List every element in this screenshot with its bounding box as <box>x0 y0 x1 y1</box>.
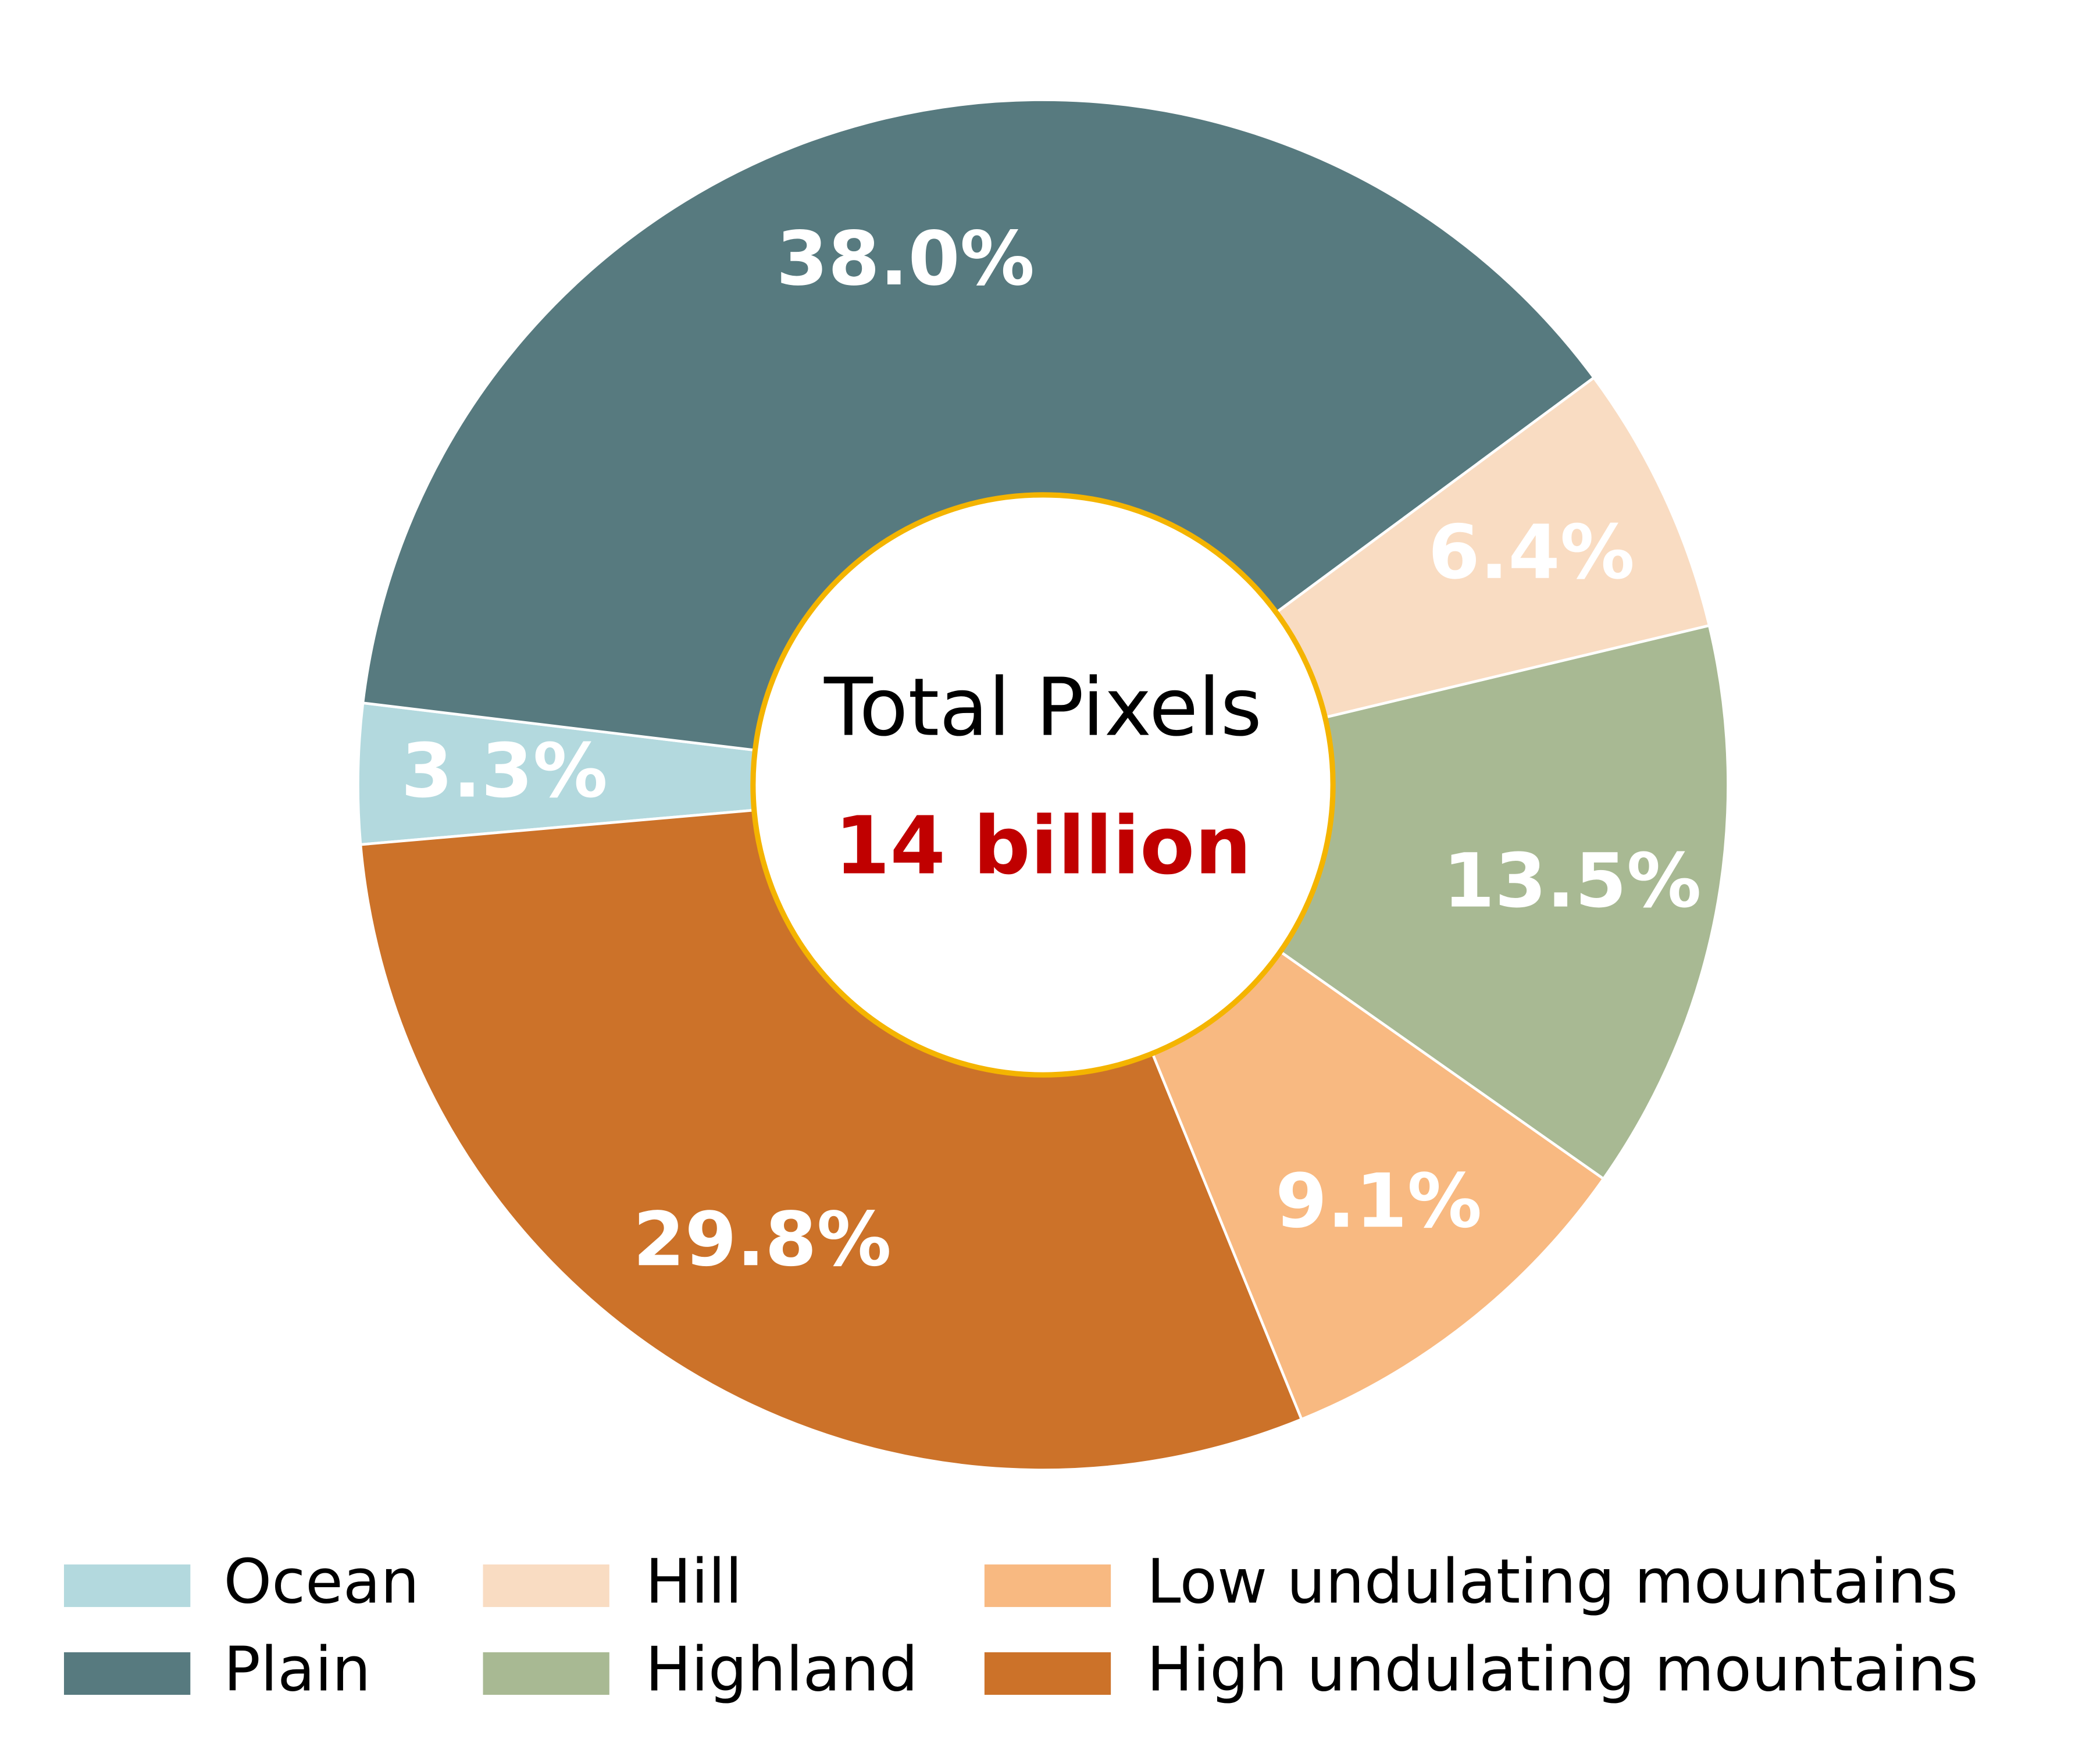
value-label: 3.3% <box>401 728 608 815</box>
legend: Ocean Plain Hill Highland Low undulating mou… <box>64 1545 1978 1705</box>
center-title: Total Pixels <box>823 662 1262 754</box>
center-circle <box>750 492 1336 1078</box>
value-label: 38.0% <box>776 216 1035 302</box>
value-label: 13.5% <box>1443 838 1701 925</box>
value-label: 29.8% <box>633 1196 891 1283</box>
value-label: 9.1% <box>1275 1158 1482 1245</box>
legend-swatch <box>483 1652 609 1695</box>
slice <box>361 98 1596 786</box>
legend-swatch <box>984 1652 1111 1695</box>
legend-label: Highland <box>646 1633 918 1705</box>
slice <box>356 701 1043 846</box>
legend-label: Hill <box>646 1545 743 1617</box>
center-value: 14 billion <box>835 800 1251 892</box>
legend-label: Plain <box>224 1633 371 1705</box>
legend-label: Ocean <box>224 1545 420 1617</box>
legend-swatch <box>64 1564 191 1608</box>
legend-label: High undulating mountains <box>1147 1633 1978 1705</box>
legend-swatch <box>984 1564 1111 1608</box>
legend-label: Low undulating mountains <box>1147 1545 1958 1617</box>
legend-swatch <box>483 1564 609 1608</box>
value-label: 6.4% <box>1428 509 1635 596</box>
legend-swatch <box>64 1652 191 1695</box>
